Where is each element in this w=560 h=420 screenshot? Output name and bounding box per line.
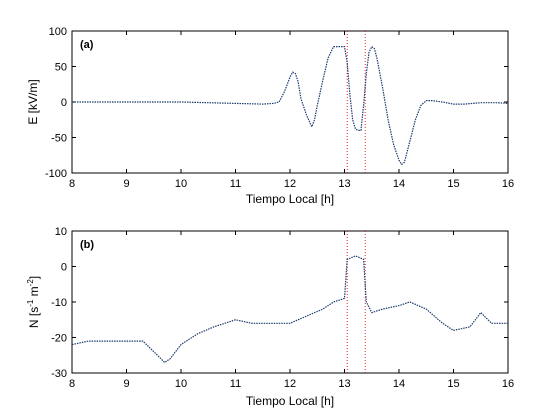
panel-b-ytick-label: -30: [51, 368, 67, 380]
panel-b-tag: (b): [80, 239, 94, 251]
panel-a-ytick-label: 0: [61, 97, 67, 109]
panel-b-ylabel-end: ]: [27, 276, 41, 279]
panel-a-xlabel: Tiempo Local [h]: [246, 192, 334, 206]
panel-a-series: [72, 45, 509, 166]
panel-a-xtick-label: 13: [338, 178, 350, 190]
panel-a-xtick-label: 14: [393, 178, 405, 190]
panel-b-plot-area: [71, 230, 509, 374]
panel-b-xtick-label: 8: [69, 378, 75, 390]
panel-b-xtick-label: 12: [284, 378, 296, 390]
panel-b: 8 9 10 11 12 13 14 15 16 -30 -20 -10 0 10 (b) Tiempo …: [26, 226, 514, 408]
panel-a-xtick-label: 16: [502, 178, 514, 190]
panel-b-xtick-label: 14: [393, 378, 405, 390]
panel-b-series-line: [71, 255, 508, 364]
panel-a-ytick-label: -100: [45, 168, 67, 180]
panel-b-ylabel-main: N [s: [27, 307, 41, 328]
panel-b-series: [71, 255, 508, 364]
panel-b-xtick-label: 10: [175, 378, 187, 390]
panel-a-ylabel: E [kV/m]: [26, 79, 40, 124]
panel-a-ytick-label: -50: [51, 133, 67, 145]
panel-b-ytick-label: 10: [55, 226, 67, 238]
panel-a-xtick-label: 15: [447, 178, 459, 190]
panel-a-axes: 8 9 10 11 12 13 14 15 16 -100 -50 0 50 100: [45, 26, 514, 190]
panel-b-xtick-label: 11: [230, 378, 241, 390]
panel-a-xtick-label: 12: [284, 178, 296, 190]
panel-a-xtick-label: 10: [175, 178, 187, 190]
panel-a-series-line: [72, 45, 509, 166]
panel-b-ytick-label: -10: [51, 297, 67, 309]
panel-a-ytick-label: 50: [55, 62, 67, 74]
panel-b-axes: 8 9 10 11 12 13 14 15 16 -30 -20 -10 0 10: [51, 226, 514, 390]
panel-b-xtick-label: 15: [447, 378, 459, 390]
panel-b-ylabel-exp1: -1: [26, 299, 35, 307]
panel-a-ytick-label: 100: [49, 26, 67, 38]
panel-a-xtick-label: 8: [69, 178, 75, 190]
panel-a-xtick-label: 9: [123, 178, 129, 190]
panel-b-xlabel: Tiempo Local [h]: [246, 394, 334, 408]
panel-b-ylabel-exp2: -2: [26, 279, 35, 287]
panel-b-xtick-label: 13: [338, 378, 350, 390]
panel-a-xtick-label: 11: [230, 178, 241, 190]
panel-a-tag: (a): [80, 39, 94, 51]
panel-b-ytick-label: -20: [51, 333, 67, 345]
panel-b-xtick-label: 16: [502, 378, 514, 390]
panel-b-ylabel-mid: m: [27, 286, 41, 299]
panel-a: 8 9 10 11 12 13 14 15 16 -100 -50 0 50 100 (a) Tiempo…: [26, 26, 514, 206]
panel-b-ylabel: N [s-1 m-2]: [26, 276, 41, 328]
panel-b-ytick-label: 0: [61, 262, 67, 274]
panel-b-xtick-label: 9: [123, 378, 129, 390]
